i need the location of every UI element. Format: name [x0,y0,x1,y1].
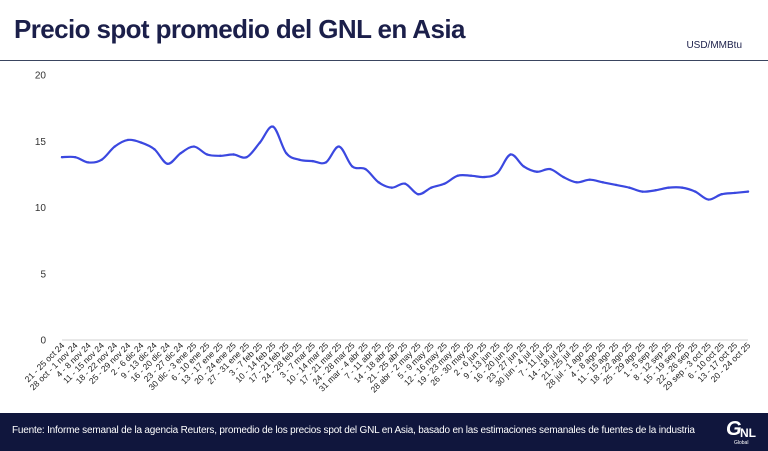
y-tick-label: 10 [35,203,47,214]
data-point [588,178,591,181]
data-point [680,186,684,189]
data-point [311,159,314,163]
data-point [60,155,64,159]
data-point [324,161,328,164]
y-tick-label: 15 [35,137,47,148]
data-point [733,191,737,195]
data-point [746,190,750,193]
data-point [126,138,130,142]
data-point [641,190,644,193]
data-point [628,186,631,189]
data-point [720,193,723,196]
data-point [575,181,578,184]
data-point [416,193,420,196]
data-point [548,167,552,171]
data-point [562,175,565,179]
data-point [667,186,671,189]
source-note: Fuente: Informe semanal de la agencia Re… [12,425,695,436]
data-point [87,161,90,164]
chart-title: Precio spot promedio del GNL en Asia [14,14,465,44]
data-point [205,153,209,156]
data-point [443,182,446,185]
data-point [113,145,116,148]
series-layer [60,125,750,201]
data-point [219,154,222,158]
data-point [337,145,341,148]
data-point [192,145,196,148]
series-line [60,125,750,201]
data-point [601,181,605,184]
data-point [258,141,262,144]
data-point [707,198,710,201]
data-point [403,182,407,185]
y-tick-label: 20 [35,71,47,82]
data-point [351,165,354,168]
data-point [285,151,288,155]
y-tick-label: 5 [40,269,46,280]
data-point [377,181,380,184]
data-point [364,167,367,171]
data-point [509,153,512,156]
y-tick-label: 0 [40,336,46,347]
data-point [535,170,539,173]
footer-bar: Fuente: Informe semanal de la agencia Re… [0,413,768,451]
y-axis: 0 5 10 15 20 [35,71,47,347]
data-point [73,155,77,159]
data-point [482,175,486,179]
data-point [654,189,657,192]
data-point [298,158,301,161]
data-point [694,190,697,193]
data-point [166,162,169,165]
data-point [139,141,143,144]
data-point [232,153,235,156]
gnl-global-logo: G NL Global [726,418,756,446]
data-point [522,165,525,168]
data-point [496,171,499,175]
data-point [271,125,275,128]
data-point [179,151,182,155]
data-point [614,183,618,187]
data-point [153,148,156,151]
unit-label: USD/MMBtu [686,40,742,51]
data-point [456,174,459,177]
data-point [100,158,103,161]
data-point [430,186,433,189]
header-divider [0,60,768,61]
data-point [245,155,248,159]
data-point [390,186,394,189]
data-point [469,174,473,177]
